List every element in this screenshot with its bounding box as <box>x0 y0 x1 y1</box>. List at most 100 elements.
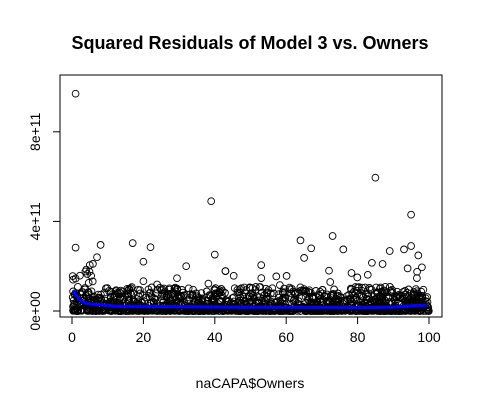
data-point <box>407 210 415 219</box>
data-point <box>146 243 155 252</box>
data-point <box>316 287 325 296</box>
data-points <box>68 89 433 315</box>
data-point <box>423 293 431 301</box>
data-point <box>105 287 113 295</box>
data-point <box>357 292 366 301</box>
data-point <box>322 292 331 301</box>
x-tick-label: 0 <box>68 329 76 345</box>
data-point <box>235 290 243 298</box>
data-point <box>418 263 426 272</box>
data-point <box>71 89 80 98</box>
data-point <box>276 281 284 289</box>
data-point <box>413 267 421 276</box>
data-point <box>250 294 258 303</box>
data-point <box>400 245 408 254</box>
data-point <box>95 294 104 303</box>
y-tick-label: 4e+11 <box>27 202 43 240</box>
data-point <box>211 284 220 292</box>
data-point <box>404 285 413 294</box>
data-point <box>328 290 336 299</box>
x-tick-label: 100 <box>417 329 441 345</box>
data-point <box>301 287 309 295</box>
data-point <box>257 261 266 269</box>
data-point <box>88 277 97 286</box>
data-point <box>209 296 218 305</box>
data-point <box>280 284 288 293</box>
data-point <box>83 306 92 314</box>
data-point <box>91 306 100 315</box>
x-tick-label: 20 <box>136 329 152 345</box>
data-point <box>221 267 230 275</box>
data-point <box>371 173 380 182</box>
data-point <box>236 285 244 294</box>
data-point <box>416 306 425 315</box>
data-point <box>69 306 77 315</box>
data-point <box>71 306 80 315</box>
data-point <box>385 247 394 255</box>
data-point <box>413 274 421 282</box>
data-point <box>298 287 307 295</box>
y-tick-label: 8e+11 <box>27 112 43 150</box>
x-axis-label: naCAPA$Owners <box>196 375 305 391</box>
y-tick-label: 0e+00 <box>27 291 43 331</box>
data-point <box>71 243 80 252</box>
data-point <box>361 290 370 299</box>
data-point <box>328 232 337 240</box>
plot-frame <box>59 74 443 318</box>
data-point <box>347 269 356 277</box>
data-point <box>134 292 143 301</box>
data-point <box>378 260 387 268</box>
data-point <box>382 288 391 296</box>
data-point <box>182 262 191 271</box>
data-point <box>369 292 378 301</box>
data-point <box>106 294 115 302</box>
data-point <box>309 295 318 303</box>
data-point <box>384 293 393 301</box>
data-point <box>402 293 411 302</box>
data-point <box>417 287 426 296</box>
data-point <box>142 293 151 302</box>
data-point <box>241 297 249 305</box>
data-point <box>325 266 333 275</box>
y-axis: 0e+00 4e+11 8e+11 <box>27 112 61 331</box>
data-point <box>244 292 253 300</box>
data-point <box>139 277 148 286</box>
data-point <box>330 285 338 294</box>
data-point <box>150 294 159 303</box>
data-point <box>83 270 92 278</box>
data-point <box>76 271 84 280</box>
data-point <box>268 284 277 293</box>
data-point <box>230 297 238 306</box>
x-axis: 0 20 40 60 80 100 <box>68 316 441 345</box>
data-point <box>164 290 173 299</box>
data-point <box>217 291 226 299</box>
data-point <box>224 297 233 306</box>
data-point <box>84 288 93 296</box>
data-point <box>87 271 96 280</box>
data-point <box>263 289 272 298</box>
data-point <box>93 253 101 262</box>
data-point <box>251 286 260 294</box>
data-point <box>296 236 305 245</box>
data-point <box>368 258 376 267</box>
data-point <box>240 283 249 292</box>
data-point <box>282 272 291 280</box>
data-point <box>96 241 105 249</box>
data-point <box>229 271 238 280</box>
data-point <box>245 292 254 301</box>
data-point <box>124 292 133 301</box>
data-point <box>304 287 313 296</box>
chart-title: Squared Residuals of Model 3 vs. Owners <box>71 33 428 53</box>
smooth-line <box>72 289 427 309</box>
data-point <box>348 298 356 306</box>
data-point <box>278 288 287 296</box>
data-point <box>219 301 228 310</box>
data-point <box>203 296 212 305</box>
data-point <box>188 290 197 299</box>
data-point <box>191 297 199 305</box>
data-point <box>145 293 154 302</box>
data-point <box>332 292 341 301</box>
data-point <box>327 294 336 302</box>
data-point <box>257 274 266 282</box>
